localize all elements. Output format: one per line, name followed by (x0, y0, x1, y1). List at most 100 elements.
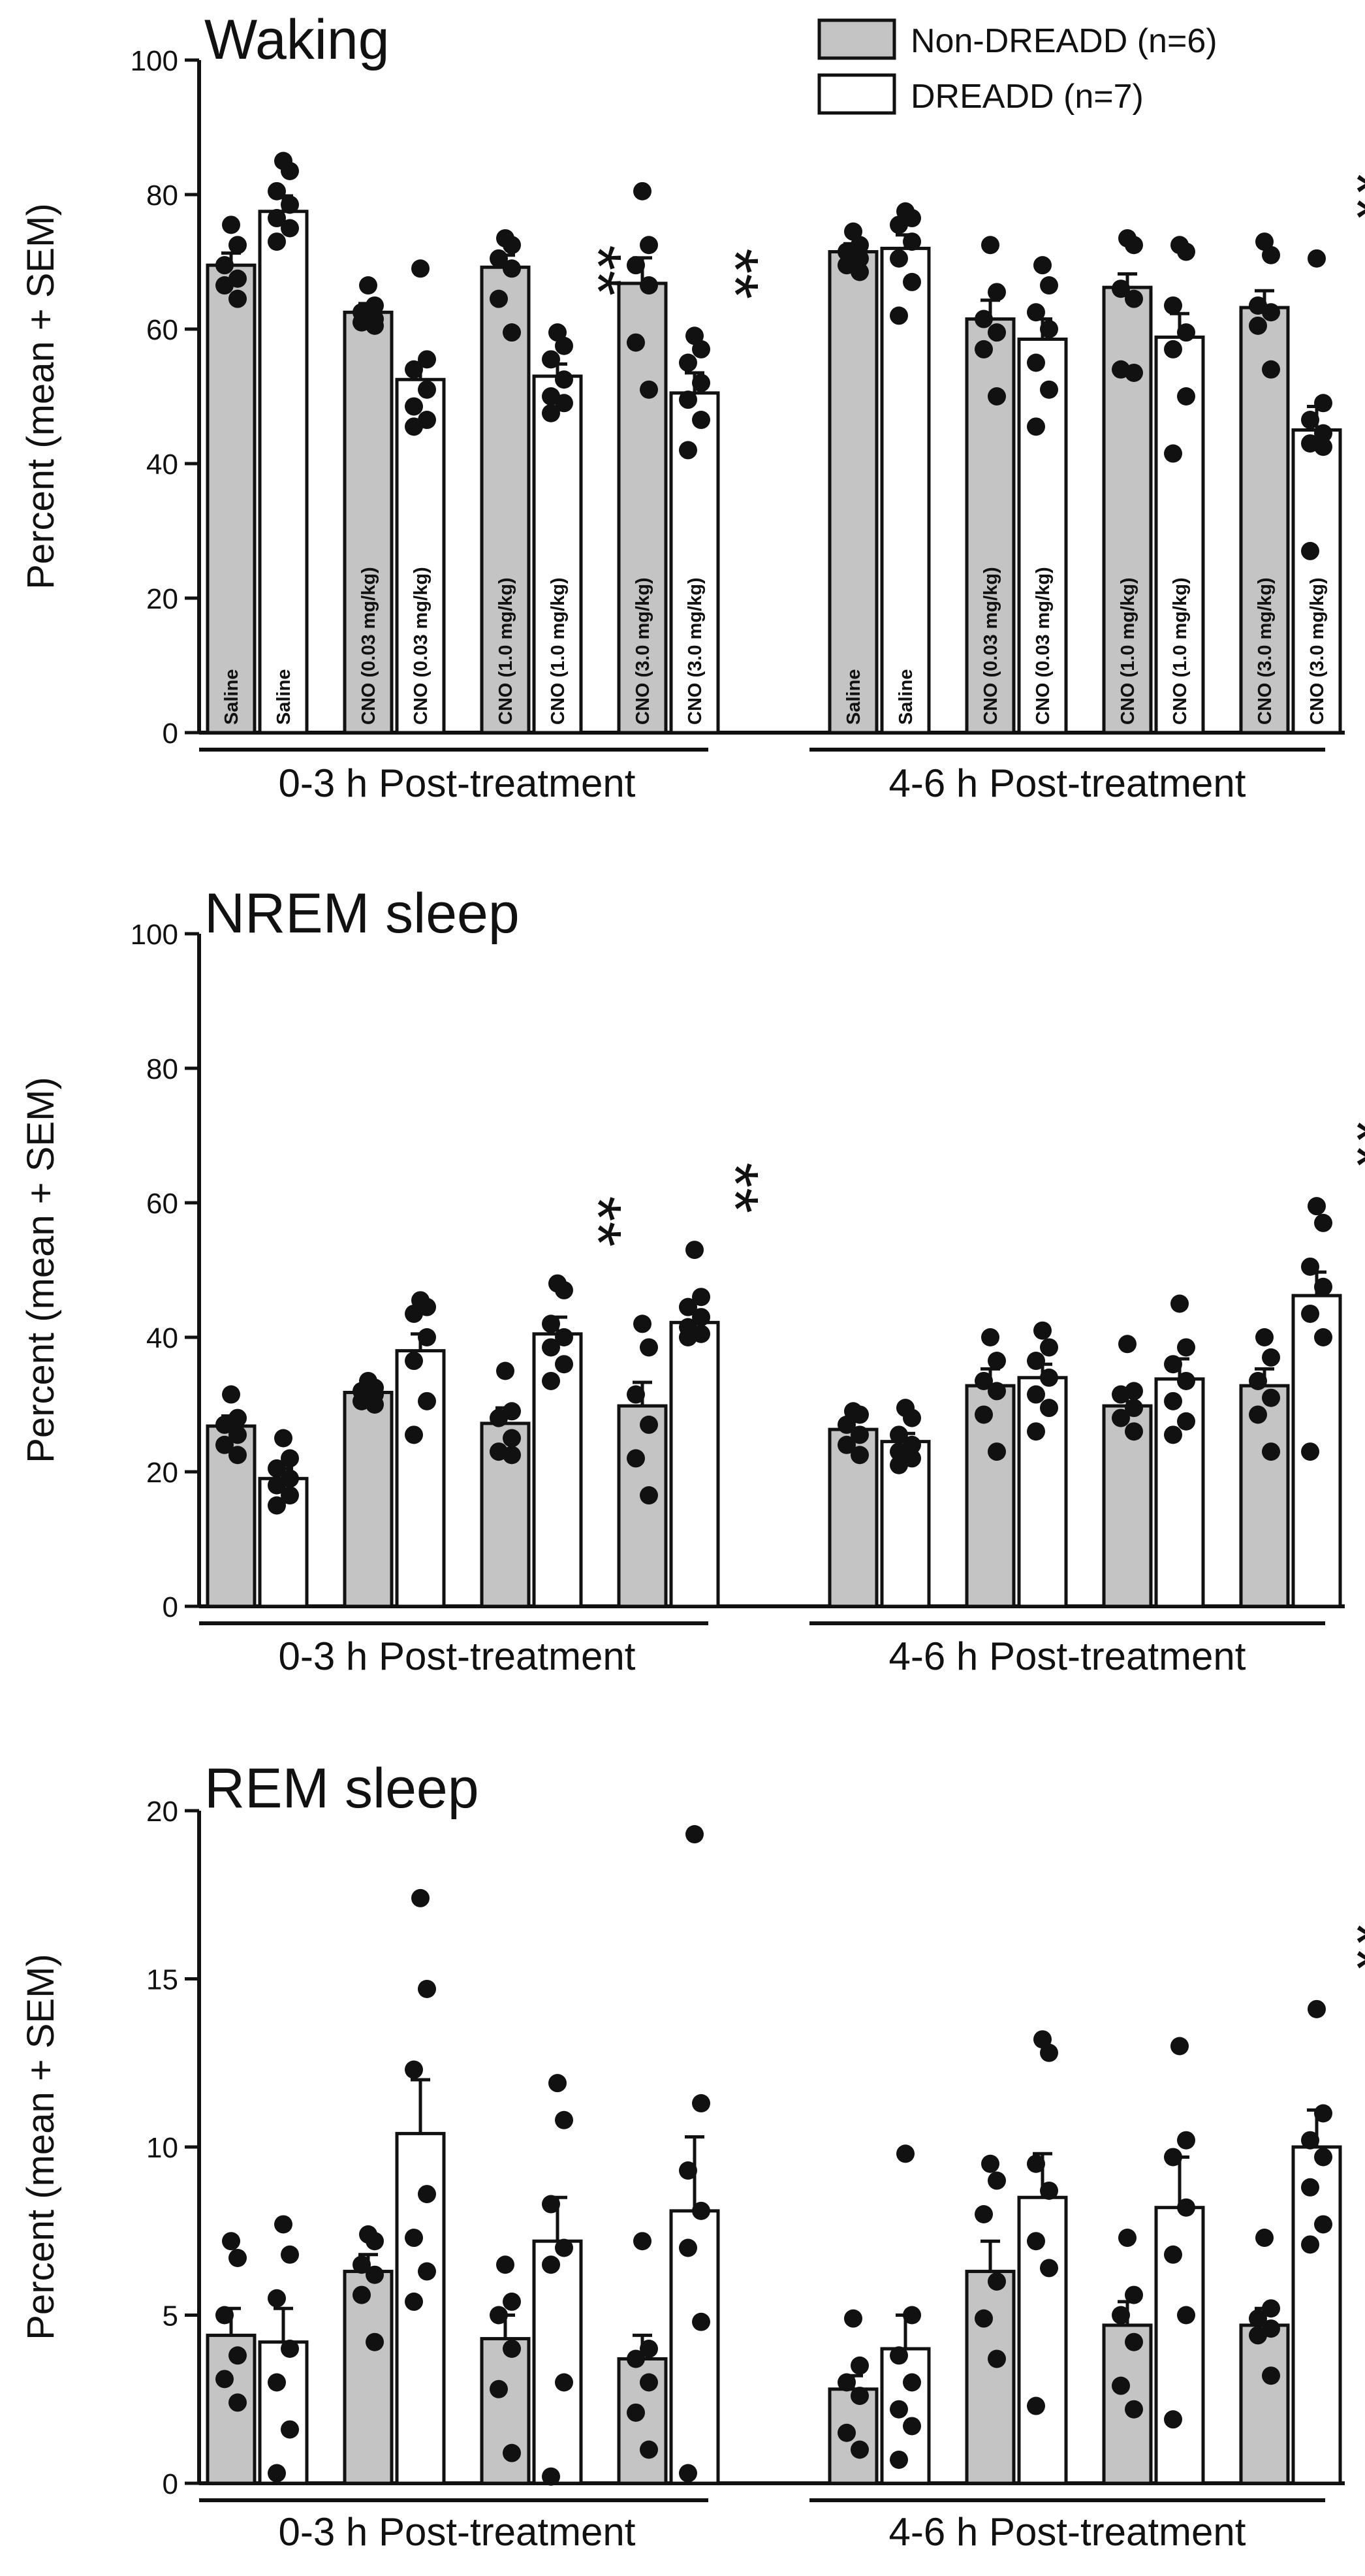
group-label-0-3h: 0-3 h Post-treatment (279, 2510, 636, 2554)
bar (532, 2239, 583, 2485)
significance-marker: ** (698, 1162, 772, 1213)
data-point (1177, 242, 1195, 261)
data-point (890, 2400, 908, 2419)
data-point (903, 2373, 921, 2392)
data-point (281, 2420, 299, 2439)
data-point (1164, 2148, 1182, 2167)
panel-title: Waking (204, 8, 390, 71)
bar-label: Saline (221, 669, 242, 725)
data-point (640, 2340, 658, 2358)
data-point (542, 2195, 560, 2214)
bar (343, 2270, 394, 2485)
data-point (1040, 2259, 1058, 2278)
data-point (366, 1395, 384, 1414)
data-point (1112, 1385, 1130, 1404)
data-point (555, 2373, 573, 2392)
data-point (890, 215, 908, 234)
data-point (851, 1446, 869, 1465)
data-point (418, 2185, 436, 2204)
data-point (1027, 353, 1045, 372)
data-point (903, 232, 921, 251)
y-axis-label: Percent (mean + SEM) (20, 203, 62, 590)
data-point (851, 1425, 869, 1444)
y-tick-label: 0 (163, 718, 178, 750)
data-point (988, 2349, 1006, 2368)
data-point (1125, 236, 1143, 255)
data-point (679, 2238, 697, 2257)
data-point (228, 2346, 247, 2365)
bar-label: CNO (3.0 mg/kg) (1255, 577, 1276, 725)
data-point (1308, 1197, 1326, 1216)
data-point (228, 289, 247, 308)
data-point (844, 2309, 862, 2328)
y-ticks: 0 5 10 15 20 (146, 1796, 199, 2500)
data-point (1262, 1348, 1280, 1367)
data-point (988, 1352, 1006, 1371)
data-point (1314, 2148, 1332, 2167)
y-tick-label: 80 (146, 180, 178, 212)
bar-label: CNO (1.0 mg/kg) (495, 577, 516, 725)
data-point (1040, 380, 1058, 399)
data-point (405, 417, 423, 436)
data-point (981, 236, 999, 255)
y-tick-label: 20 (146, 583, 178, 615)
data-point (627, 256, 645, 275)
data-point (405, 2292, 423, 2311)
data-point (1314, 437, 1332, 456)
data-point (1262, 360, 1280, 379)
data-point (1027, 1385, 1045, 1404)
data-point (1027, 1352, 1045, 1371)
legend: Non-DREADD (n=6) DREADD (n=7) (817, 18, 1217, 116)
data-point (555, 394, 573, 413)
data-point (1262, 246, 1280, 264)
bar-label: CNO (3.0 mg/kg) (633, 577, 653, 725)
bar (828, 250, 879, 735)
y-tick-label: 5 (163, 2300, 178, 2332)
data-point (1249, 1405, 1267, 1424)
bar (206, 263, 257, 735)
data-point (838, 2373, 856, 2392)
bar-label: CNO (3.0 mg/kg) (685, 577, 706, 725)
data-point (268, 209, 286, 228)
data-point (633, 182, 651, 200)
data-point (1125, 1422, 1143, 1441)
data-point (988, 2171, 1006, 2190)
data-point (640, 2373, 658, 2392)
y-tick-label: 40 (146, 449, 178, 481)
data-point (640, 1486, 658, 1505)
group-label-4-6h: 4-6 h Post-treatment (889, 2510, 1246, 2554)
data-point (896, 2144, 915, 2163)
data-point (542, 404, 560, 422)
bar (395, 2131, 446, 2485)
data-point (1177, 1412, 1195, 1431)
data-point (1040, 1338, 1058, 1357)
data-point (281, 2340, 299, 2358)
y-tick-label: 0 (163, 1591, 178, 1623)
data-point (1112, 2376, 1130, 2395)
data-point (1301, 2235, 1319, 2254)
data-point (988, 1442, 1006, 1461)
data-point (903, 2417, 921, 2436)
data-point (975, 310, 993, 328)
data-point (988, 387, 1006, 405)
data-point (542, 1338, 560, 1357)
bar (669, 2209, 720, 2485)
bars: ** ** ** (206, 1119, 1365, 1608)
data-point (222, 2232, 240, 2251)
data-point (490, 289, 508, 308)
data-point (1314, 394, 1332, 413)
data-point (1177, 387, 1195, 405)
data-point (640, 1415, 658, 1434)
panel-title: NREM sleep (204, 882, 520, 945)
data-point (1125, 2400, 1143, 2419)
data-point (215, 2370, 234, 2389)
data-point (503, 2443, 521, 2462)
data-point (366, 2332, 384, 2351)
data-point (851, 2356, 869, 2375)
panel-rem-sleep: REM sleep Percent (mean + SEM) 0-3 h Pos… (20, 1757, 1365, 2554)
bar (258, 210, 309, 735)
data-point (418, 1328, 436, 1346)
data-point (1301, 2178, 1319, 2197)
data-point (1125, 2285, 1143, 2304)
data-point (268, 1459, 286, 1478)
